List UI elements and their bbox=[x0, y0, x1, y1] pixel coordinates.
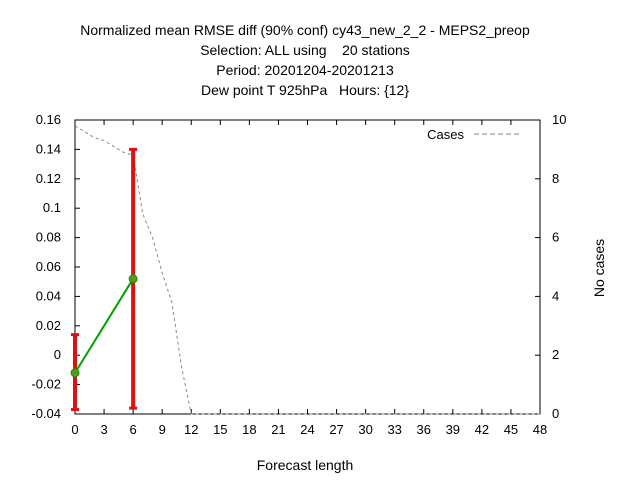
y2-tick-label: 10 bbox=[552, 112, 566, 127]
y-tick-label: 0.04 bbox=[36, 288, 61, 303]
y2-tick-label: 2 bbox=[552, 347, 559, 362]
y-tick-label: -0.04 bbox=[31, 406, 61, 421]
y2-axis-label: No cases bbox=[591, 239, 607, 297]
y-tick-label: 0 bbox=[54, 347, 61, 362]
y2-tick-label: 0 bbox=[552, 406, 559, 421]
y-axis-right: 0 2 4 6 8 10 bbox=[535, 112, 566, 421]
cases-series-line bbox=[74, 125, 540, 415]
plot-frame bbox=[74, 119, 541, 415]
chart-title-line-1: Normalized mean RMSE diff (90% conf) cy4… bbox=[80, 22, 530, 38]
x-tick-label: 21 bbox=[271, 422, 285, 437]
confidence-interval-layer bbox=[71, 147, 138, 412]
x-tick-label: 15 bbox=[213, 422, 227, 437]
x-tick-label: 45 bbox=[504, 422, 518, 437]
chart-title-line-4: Dew point T 925hPa Hours: {12} bbox=[201, 82, 409, 98]
x-tick-label: 0 bbox=[71, 422, 78, 437]
y-tick-label: 0.02 bbox=[36, 318, 61, 333]
mean-diff-point bbox=[128, 274, 138, 284]
chart-title-line-3: Period: 20201204-20201213 bbox=[216, 62, 394, 78]
mean-diff-layer bbox=[70, 274, 138, 378]
x-tick-label: 30 bbox=[358, 422, 372, 437]
x-tick-label: 36 bbox=[417, 422, 431, 437]
x-tick-label: 3 bbox=[100, 422, 107, 437]
x-tick-label: 18 bbox=[242, 422, 256, 437]
y-tick-label: -0.02 bbox=[31, 377, 61, 392]
x-tick-label: 24 bbox=[300, 422, 314, 437]
x-tick-label: 6 bbox=[130, 422, 137, 437]
y2-tick-label: 8 bbox=[552, 171, 559, 186]
y2-tick-label: 4 bbox=[552, 288, 559, 303]
legend: Cases bbox=[427, 127, 520, 142]
cases-layer bbox=[74, 125, 540, 415]
x-tick-label: 42 bbox=[475, 422, 489, 437]
mean-diff-point bbox=[70, 368, 80, 378]
chart-title-line-2: Selection: ALL using 20 stations bbox=[200, 42, 410, 58]
x-tick-label: 33 bbox=[387, 422, 401, 437]
x-tick-label: 12 bbox=[184, 422, 198, 437]
y-tick-label: 0.06 bbox=[36, 259, 61, 274]
x-tick-label: 48 bbox=[533, 422, 547, 437]
mean-diff-line bbox=[74, 278, 134, 374]
y-axis-left: -0.04 -0.02 0 0.02 0.04 0.06 0.08 0.1 0.12 0.14 0.… bbox=[31, 112, 80, 421]
y-tick-label: 0.1 bbox=[43, 200, 61, 215]
x-tick-label: 39 bbox=[446, 422, 460, 437]
y-tick-label: 0.14 bbox=[36, 141, 61, 156]
legend-label-cases: Cases bbox=[427, 127, 464, 142]
x-tick-label: 27 bbox=[329, 422, 343, 437]
x-axis: 0 3 6 9 12 15 18 21 24 27 30 33 36 39 42 45 48 bbox=[71, 120, 547, 437]
y-tick-label: 0.08 bbox=[36, 230, 61, 245]
x-tick-label: 9 bbox=[159, 422, 166, 437]
x-axis-label: Forecast length bbox=[257, 457, 354, 473]
y-tick-label: 0.16 bbox=[36, 112, 61, 127]
y2-tick-label: 6 bbox=[552, 230, 559, 245]
y-tick-label: 0.12 bbox=[36, 171, 61, 186]
